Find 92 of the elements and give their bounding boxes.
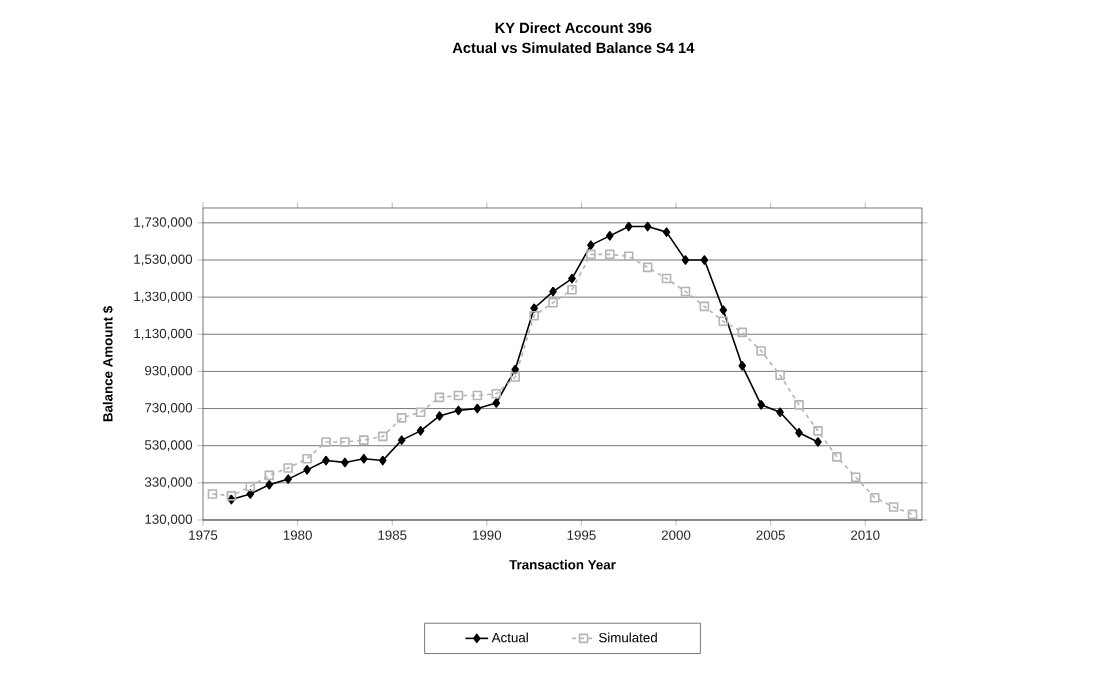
- point: [700, 255, 709, 265]
- point: [435, 411, 444, 421]
- point: [850, 472, 861, 483]
- point: [303, 465, 311, 475]
- y-tick-label: 930,000: [145, 365, 193, 377]
- point: [415, 407, 426, 418]
- point: [888, 502, 899, 512]
- point: [832, 452, 842, 462]
- y-tick-label: 730,000: [145, 403, 193, 415]
- point: [756, 346, 766, 356]
- point: [529, 310, 539, 321]
- point: [567, 284, 577, 295]
- point: [341, 457, 349, 468]
- point: [245, 481, 256, 492]
- x-tick-label: 1995: [567, 530, 596, 540]
- point: [642, 262, 653, 273]
- point: [586, 249, 596, 260]
- point: [530, 303, 538, 314]
- point: [434, 392, 445, 403]
- point: [662, 227, 671, 237]
- point: [623, 251, 634, 262]
- point: [511, 364, 519, 375]
- point: [491, 388, 502, 399]
- point: [794, 400, 804, 410]
- point: [246, 489, 255, 499]
- legend-label: Actual: [491, 632, 528, 643]
- point: [719, 305, 728, 315]
- point: [416, 426, 425, 436]
- y-tick-label: 530,000: [144, 440, 193, 452]
- x-axis-title: Transaction Year: [509, 559, 616, 570]
- y-axis-title: Balance Amount $: [102, 306, 114, 422]
- x-tick-label: 2000: [661, 530, 691, 540]
- point: [492, 398, 501, 408]
- chart-subtitle: Actual vs Simulated Balance S4 14: [452, 42, 695, 54]
- x-tick-label: 1980: [283, 530, 312, 540]
- point: [661, 273, 672, 284]
- point: [207, 489, 218, 499]
- point: [699, 301, 710, 312]
- point: [738, 361, 747, 371]
- point: [396, 413, 407, 423]
- point: [322, 455, 330, 466]
- point: [813, 426, 823, 436]
- point: [453, 390, 464, 401]
- point: [377, 431, 388, 442]
- point: [302, 453, 312, 464]
- y-tick-label: 1,730,000: [134, 217, 193, 229]
- point: [605, 249, 615, 260]
- point: [680, 286, 691, 297]
- point: [776, 407, 784, 418]
- point: [226, 491, 237, 501]
- point: [473, 403, 482, 414]
- point: [643, 221, 652, 232]
- point: [681, 255, 690, 265]
- x-tick-label: 1985: [378, 530, 407, 540]
- y-tick-label: 1,330,000: [134, 291, 193, 303]
- point: [321, 437, 331, 447]
- y-tick-label: 1,130,000: [134, 328, 193, 340]
- point: [795, 427, 803, 438]
- x-tick-label: 1990: [473, 530, 502, 540]
- point: [869, 492, 880, 503]
- point: [548, 297, 558, 308]
- point: [606, 231, 614, 241]
- point: [737, 327, 748, 338]
- x-tick-label: 1975: [189, 530, 218, 540]
- point: [814, 437, 822, 447]
- point: [340, 437, 350, 447]
- point: [587, 240, 595, 250]
- point: [265, 479, 274, 490]
- point: [264, 470, 275, 481]
- point: [510, 372, 520, 382]
- x-tick-label: 2005: [756, 530, 785, 540]
- point: [907, 509, 918, 520]
- point: [472, 390, 483, 401]
- point: [378, 455, 387, 466]
- point: [568, 273, 576, 284]
- point: [360, 453, 368, 464]
- point: [718, 316, 729, 327]
- chart-title: KY Direct Account 396: [495, 22, 652, 34]
- point: [359, 435, 369, 445]
- point: [624, 221, 633, 232]
- y-tick-label: 1,530,000: [134, 254, 193, 266]
- point: [284, 474, 292, 484]
- y-tick-label: 130,000: [145, 514, 193, 526]
- legend-label: Simulated: [599, 632, 657, 643]
- point: [549, 286, 557, 297]
- y-tick-label: 330,000: [144, 477, 193, 489]
- point: [757, 400, 765, 410]
- point: [454, 405, 463, 416]
- point: [397, 435, 406, 445]
- x-tick-label: 2010: [851, 530, 880, 540]
- point: [283, 463, 293, 473]
- point: [775, 370, 785, 380]
